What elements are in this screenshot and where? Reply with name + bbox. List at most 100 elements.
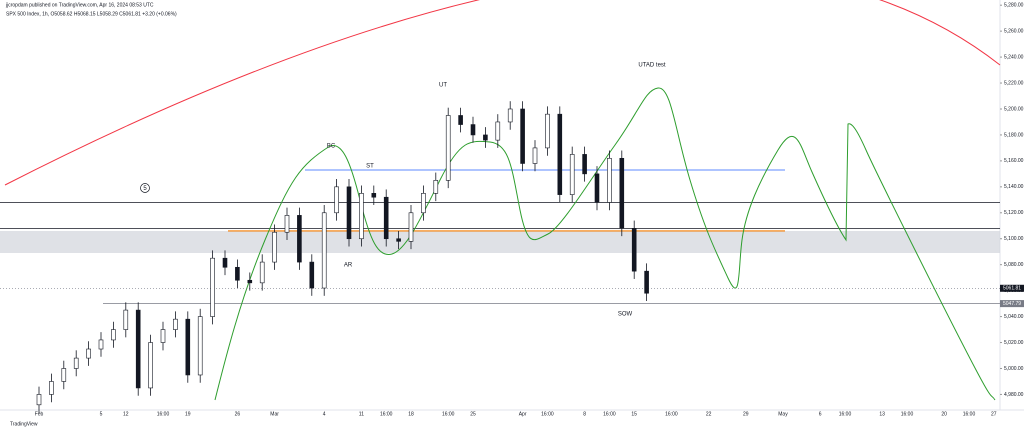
candle-body <box>644 270 649 294</box>
x-tick-label: 11 <box>359 411 364 417</box>
x-tick-label: 13 <box>879 411 885 417</box>
x-tick-label: 12 <box>123 411 129 417</box>
candle-body <box>284 215 290 233</box>
candle-body <box>98 339 104 350</box>
level-price-label: 5047.79 <box>1003 301 1021 307</box>
candle-body <box>309 261 315 289</box>
x-tick-label: 16:00 <box>603 411 616 417</box>
candle-body <box>185 318 191 376</box>
x-tick-label: Mar <box>270 411 279 417</box>
candle-body <box>545 113 550 149</box>
annotation-circle <box>140 183 150 193</box>
y-tick-label: 4,980.00 <box>1004 392 1024 398</box>
candle-body <box>483 134 488 141</box>
y-tick-label: 5,000.00 <box>1004 366 1024 372</box>
candle-body <box>334 186 339 214</box>
y-tick-label: 5,280.00 <box>1004 3 1024 9</box>
candle-body <box>259 261 265 284</box>
x-tick-label: 27 <box>991 411 997 417</box>
x-tick-label: 25 <box>470 411 476 417</box>
x-tick-label: 19 <box>185 411 191 417</box>
candle-body <box>321 212 327 289</box>
candle-body <box>359 193 364 240</box>
annotation: ST <box>366 164 374 170</box>
candle-body <box>582 154 587 175</box>
x-tick-label: 16:00 <box>839 411 852 417</box>
last-price-label: 5061.81 <box>1003 286 1021 292</box>
y-tick-label: 5,160.00 <box>1004 158 1024 164</box>
last-price-box <box>1000 284 1024 292</box>
candle-body <box>86 348 91 359</box>
x-tick-label: 16:00 <box>665 411 678 417</box>
x-tick-label: 6 <box>819 411 822 417</box>
candle-body <box>49 381 54 395</box>
candle-body <box>619 157 625 229</box>
x-tick-label: 18 <box>408 411 414 417</box>
y-tick-label: 5,240.00 <box>1004 54 1024 60</box>
symbol-info: SPX 500 Index, 1h, O5058.62 H5068.15 L50… <box>6 11 177 17</box>
candle-body <box>148 342 153 389</box>
y-tick-label: 5,220.00 <box>1004 80 1024 86</box>
x-tick-label: 16:00 <box>541 411 554 417</box>
y-tick-label: 5,140.00 <box>1004 184 1024 190</box>
level-price-box <box>1000 300 1024 308</box>
x-tick-label: Feb <box>35 411 44 417</box>
x-tick-label: 5 <box>100 411 103 417</box>
x-tick-label: 4 <box>323 411 326 417</box>
candle-body <box>123 309 129 330</box>
candle-body <box>346 186 352 240</box>
x-tick-label: Apr <box>519 411 527 417</box>
candle-body <box>160 329 166 343</box>
candle-body <box>470 124 476 136</box>
candle-body <box>210 257 215 317</box>
candle-body <box>135 309 141 389</box>
x-tick-label: 16:00 <box>963 411 976 417</box>
x-tick-label: 15 <box>631 411 637 417</box>
candle-body <box>557 113 563 195</box>
footer-bar <box>0 418 1024 430</box>
candle-body <box>297 215 302 263</box>
annotation: 5 <box>143 186 147 192</box>
candle-body <box>433 180 439 194</box>
x-tick-label: 16:00 <box>380 411 393 417</box>
annotation: UTAD test <box>638 63 666 69</box>
x-tick-label: 22 <box>706 411 712 417</box>
zone <box>0 230 1000 254</box>
candle-body <box>235 266 240 281</box>
candle-body <box>61 368 67 382</box>
candle-body <box>495 121 501 141</box>
annotation: BC <box>327 144 336 150</box>
y-tick-label: 5,200.00 <box>1004 106 1024 112</box>
x-tick-label: 16:00 <box>157 411 170 417</box>
candle-body <box>111 329 116 341</box>
candle-body <box>594 173 600 203</box>
annotation: SOW <box>618 312 633 318</box>
candle-body <box>458 115 463 125</box>
candle-body <box>371 193 377 198</box>
x-tick-label: 26 <box>235 411 241 417</box>
candle-body <box>569 154 575 195</box>
candle-body <box>532 147 538 164</box>
header: jjcropdam published on TradingView.com, … <box>5 2 154 8</box>
y-tick-label: 5,080.00 <box>1004 262 1024 268</box>
candle-body <box>507 108 513 123</box>
candle-body <box>607 157 612 203</box>
candle-body <box>520 108 525 164</box>
x-tick-label: 29 <box>743 411 749 417</box>
y-tick-label: 5,040.00 <box>1004 314 1024 320</box>
x-tick-label: 8 <box>583 411 586 417</box>
y-tick-label: 5,100.00 <box>1004 236 1024 242</box>
candle-body <box>421 193 426 214</box>
candle-body <box>247 279 253 284</box>
y-tick-label: 5,260.00 <box>1004 28 1024 34</box>
annotation: UT <box>439 83 447 89</box>
y-tick-label: 5,180.00 <box>1004 132 1024 138</box>
footer-logo: TradingView <box>10 421 38 427</box>
candle-body <box>173 318 178 330</box>
candle-body <box>383 196 389 240</box>
candle-body <box>222 257 228 268</box>
candle-body <box>197 316 203 376</box>
y-tick-label: 5,120.00 <box>1004 210 1024 216</box>
